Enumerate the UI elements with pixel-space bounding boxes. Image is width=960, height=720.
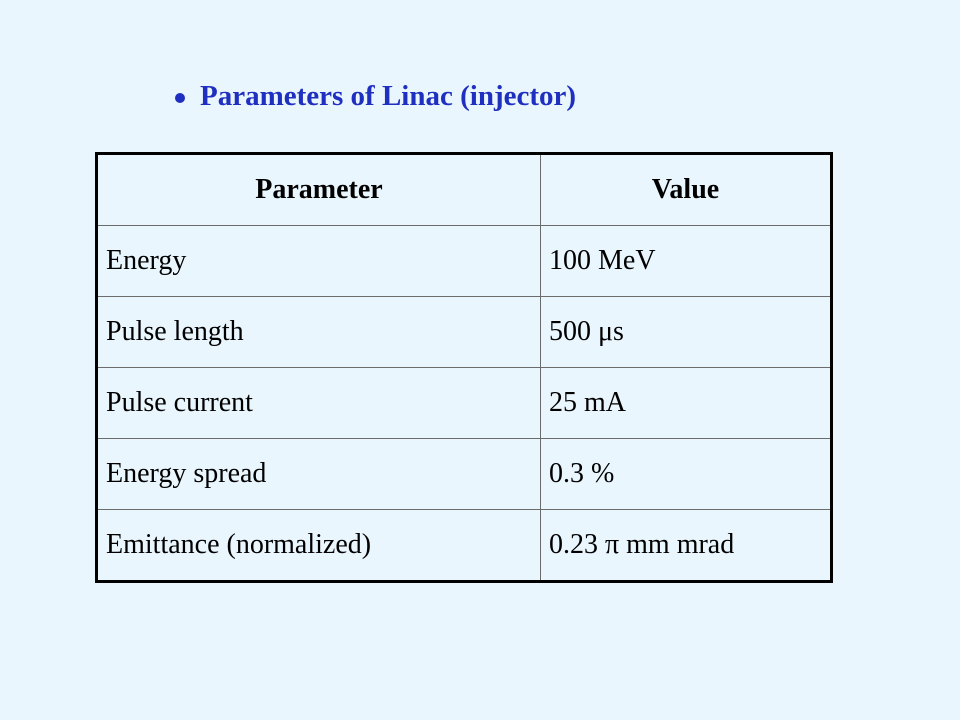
parameter-cell: Pulse length xyxy=(96,296,541,368)
parameter-cell: Energy xyxy=(96,225,541,297)
value-cell: 25 mA xyxy=(540,367,832,439)
value-cell: 500 μs xyxy=(540,296,832,368)
parameter-cell: Energy spread xyxy=(96,438,541,510)
value-cell: 0.3 % xyxy=(540,438,832,510)
slide-title: Parameters of Linac (injector) xyxy=(200,80,577,112)
header-cell: Value xyxy=(540,153,832,226)
bullet xyxy=(175,93,185,103)
value-cell: 100 MeV xyxy=(540,225,832,297)
header-cell: Parameter xyxy=(96,153,541,226)
table-head: Parameter Value xyxy=(96,153,832,226)
table-row: Energy spread 0.3 % xyxy=(96,438,832,510)
table-row: Pulse current 25 mA xyxy=(96,367,832,439)
table-row: Energy 100 MeV xyxy=(96,225,832,297)
value-cell: 0.23 π mm mrad xyxy=(540,509,832,582)
parameter-cell: Emittance (normalized) xyxy=(96,509,541,582)
table-body: Energy 100 MeV Pulse length 500 μs Pulse cur… xyxy=(96,225,832,582)
table-row: Emittance (normalized) 0.23 π mm mrad xyxy=(96,509,832,582)
parameter-table: Parameter Value Energy 100 MeV Pulse length… xyxy=(95,152,833,583)
header-row: Parameter Value xyxy=(96,153,832,226)
parameter-cell: Pulse current xyxy=(96,367,541,439)
table-row: Pulse length 500 μs xyxy=(96,296,832,368)
